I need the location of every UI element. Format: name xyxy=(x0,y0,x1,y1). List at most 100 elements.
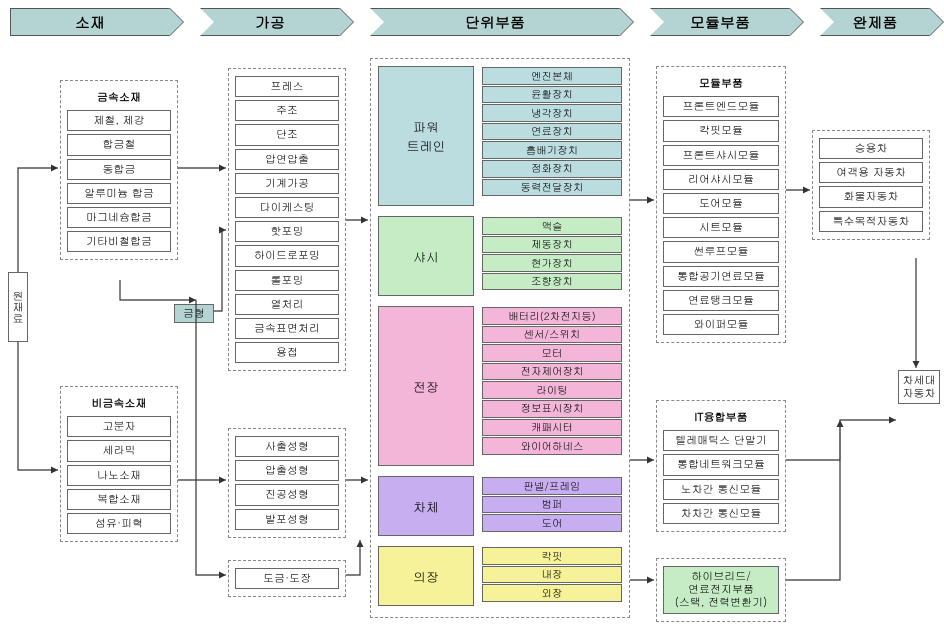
nextgen-box: 차세대 자동차 xyxy=(898,370,940,404)
item: 도금·도장 xyxy=(235,568,339,589)
section-label: 파워 트레인 xyxy=(378,66,474,206)
unit-item: 조향장치 xyxy=(482,273,622,291)
group-hybrid: 하이브리드/ 연료전지부품 (스택, 전력변환기) xyxy=(656,558,786,622)
unit-item: 연료장치 xyxy=(482,123,622,141)
item: 와이퍼모듈 xyxy=(663,314,779,335)
item: 압연압출 xyxy=(235,149,339,170)
unit-item: 배터리(2차전지등) xyxy=(482,307,622,325)
unit-item: 동력전달장치 xyxy=(482,179,622,197)
item: 제철, 제강 xyxy=(67,110,171,131)
item: 마그네슘합금 xyxy=(67,207,171,228)
item: 프레스 xyxy=(235,76,339,97)
unit-item: 흡배기장치 xyxy=(482,141,622,159)
group-it: IT융합부품텔레매틱스 단말기통합네트워크모듈노차간 통신모듈차차간 통신모듈 xyxy=(656,400,786,532)
group-proc1: 프레스주조단조압연압출기계가공다이케스팅핫포밍하이드로포밍롤포밍열처리금속표면처… xyxy=(228,68,346,371)
unit-item: 센서/스위치 xyxy=(482,326,622,344)
section-label: 전장 xyxy=(378,306,474,466)
group-title: 금속소재 xyxy=(67,88,171,107)
item: 썬루프모듈 xyxy=(663,241,779,262)
unit-item: 냉각장치 xyxy=(482,104,622,122)
unit-item: 범퍼 xyxy=(482,496,622,514)
item: 연료탱크모듈 xyxy=(663,290,779,311)
item: 열처리 xyxy=(235,294,339,315)
item: 롤포밍 xyxy=(235,270,339,291)
item: 차차간 통신모듈 xyxy=(663,503,779,524)
item: 화물자동차 xyxy=(819,186,923,207)
item: 복합소재 xyxy=(67,489,171,510)
item: 합금철 xyxy=(67,134,171,155)
item: 나노소재 xyxy=(67,465,171,486)
item: 단조 xyxy=(235,124,339,145)
group-product: 승용차여객용 자동차화물자동차특수목적자동차 xyxy=(812,130,930,240)
unit-item: 와이어하네스 xyxy=(482,437,622,455)
stage-1: 가공 xyxy=(200,8,340,36)
item: 알루미늄 합금 xyxy=(67,183,171,204)
item: 금속표면처리 xyxy=(235,318,339,339)
unit-item: 판넬/프레임 xyxy=(482,477,622,495)
item: 용접 xyxy=(235,342,339,363)
stage-0: 소재 xyxy=(10,8,170,36)
group-metal: 금속소재제철, 제강합금철동합금알루미늄 합금마그네슘합금기타비철합금 xyxy=(60,80,178,260)
item: 핫포밍 xyxy=(235,221,339,242)
item: 발포성형 xyxy=(235,509,339,530)
item: 다이케스팅 xyxy=(235,197,339,218)
item: 통합네트워크모듈 xyxy=(663,454,779,475)
item: 섬유·피혁 xyxy=(67,513,171,534)
item: 여객용 자동차 xyxy=(819,162,923,183)
stage-4: 완제품 xyxy=(820,8,930,36)
item: 시트모듈 xyxy=(663,217,779,238)
group-title: IT융합부품 xyxy=(663,408,779,427)
item: 노차간 통신모듈 xyxy=(663,479,779,500)
item: 프론트샤시모듈 xyxy=(663,145,779,166)
group-nonmetal: 비금속소재고분자세라믹나노소재복합소재섬유·피혁 xyxy=(60,386,178,542)
item: 특수목적자동차 xyxy=(819,211,923,232)
item: 도어모듈 xyxy=(663,193,779,214)
group-module: 모듈부품프론트엔드모듈칵핏모듈프론트샤시모듈리어샤시모듈도어모듈시트모듈썬루프모… xyxy=(656,66,786,343)
item: 텔레매틱스 단말기 xyxy=(663,430,779,451)
section-items: 엔진본체윤활장치냉각장치연료장치흡배기장치점화장치동력전달장치 xyxy=(482,66,622,197)
unit-item: 점화장치 xyxy=(482,160,622,178)
unit-item: 윤활장치 xyxy=(482,86,622,104)
unit-item: 캐패시터 xyxy=(482,419,622,437)
item: 고분자 xyxy=(67,416,171,437)
raw-material-label: 원재료 xyxy=(8,272,28,342)
item: 리어샤시모듈 xyxy=(663,169,779,190)
unit-item: 엔진본체 xyxy=(482,67,622,85)
item: 기계가공 xyxy=(235,173,339,194)
stage-3: 모듈부품 xyxy=(650,8,790,36)
item: 프론트엔드모듈 xyxy=(663,96,779,117)
mold-box: 금형 xyxy=(174,304,214,323)
item: 승용차 xyxy=(819,138,923,159)
section-label: 의장 xyxy=(378,546,474,606)
section-items: 배터리(2차전지등)센서/스위치모터전자제어장치라이팅정보표시장치캐패시터와이어… xyxy=(482,306,622,456)
group-proc2: 사출성형압출성형진공성형발포성형 xyxy=(228,428,346,538)
unit-item: 모터 xyxy=(482,344,622,362)
item: 압출성형 xyxy=(235,460,339,481)
section-items: 액슬제동장치현가장치조향장치 xyxy=(482,216,622,291)
item: 칵핏모듈 xyxy=(663,120,779,141)
unit-item: 도어 xyxy=(482,514,622,532)
unit-item: 칵핏 xyxy=(482,547,622,565)
unit-item: 액슬 xyxy=(482,217,622,235)
unit-item: 내장 xyxy=(482,566,622,584)
unit-item: 제동장치 xyxy=(482,236,622,254)
item: 세라믹 xyxy=(67,440,171,461)
section-label: 샤시 xyxy=(378,216,474,296)
group-title: 모듈부품 xyxy=(663,74,779,93)
unit-item: 현가장치 xyxy=(482,254,622,272)
unit-item: 전자제어장치 xyxy=(482,363,622,381)
unit-item: 정보표시장치 xyxy=(482,400,622,418)
item: 기타비철합금 xyxy=(67,231,171,252)
group-title: 비금속소재 xyxy=(67,394,171,413)
item: 하이브리드/ 연료전지부품 (스택, 전력변환기) xyxy=(663,566,779,614)
unit-item: 라이팅 xyxy=(482,381,622,399)
item: 진공성형 xyxy=(235,484,339,505)
item: 통합공기연료모듈 xyxy=(663,266,779,287)
unit-item: 외장 xyxy=(482,584,622,602)
group-proc3: 도금·도장 xyxy=(228,560,346,597)
item: 동합금 xyxy=(67,159,171,180)
section-items: 판넬/프레임범퍼도어 xyxy=(482,476,622,533)
section-label: 차체 xyxy=(378,476,474,536)
item: 주조 xyxy=(235,100,339,121)
item: 하이드로포밍 xyxy=(235,245,339,266)
